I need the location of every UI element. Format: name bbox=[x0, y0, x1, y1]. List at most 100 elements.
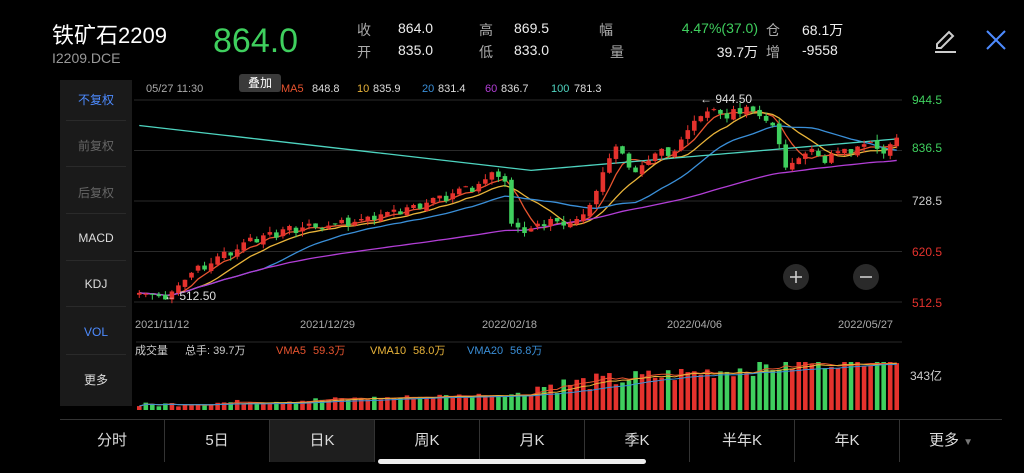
volume-bar bbox=[705, 369, 710, 410]
volume-bar bbox=[855, 362, 860, 410]
volume-bar bbox=[496, 395, 501, 410]
candle-body bbox=[496, 171, 501, 177]
tab-daily[interactable]: 日K bbox=[270, 420, 375, 462]
vma20-line bbox=[139, 364, 897, 407]
menu-vol[interactable]: VOL bbox=[83, 325, 108, 339]
menu-no-adjust[interactable]: 不复权 bbox=[77, 93, 114, 107]
candle-body bbox=[639, 165, 645, 175]
candle-body bbox=[476, 183, 482, 192]
candle-body bbox=[711, 109, 717, 111]
volume-bar bbox=[868, 365, 873, 410]
candle-body bbox=[261, 235, 266, 245]
stat-label-low: 低 bbox=[479, 44, 493, 60]
candle-body bbox=[378, 214, 384, 222]
candle-body bbox=[391, 209, 397, 212]
candle-body bbox=[502, 176, 508, 182]
volume-bar bbox=[326, 399, 331, 410]
candle-body bbox=[430, 197, 436, 204]
volume-bar bbox=[456, 394, 462, 410]
candle-body bbox=[515, 222, 521, 228]
volume-bar bbox=[613, 384, 619, 410]
volume-bar bbox=[156, 406, 162, 410]
candle-body bbox=[437, 195, 442, 199]
stat-value-change: 4.47%(37.0) bbox=[681, 20, 758, 36]
volume-bar bbox=[887, 362, 893, 410]
volume-bar bbox=[685, 372, 691, 410]
menu-forward-adjust[interactable]: 前复权 bbox=[77, 139, 114, 153]
volume-bar bbox=[274, 401, 279, 410]
volume-bar bbox=[698, 374, 704, 410]
tab-more[interactable]: 更多 ▼ bbox=[900, 420, 1002, 462]
candle-body bbox=[267, 232, 273, 235]
tab-monthly[interactable]: 月K bbox=[480, 420, 585, 462]
volume-total: 总手: 39.7万 bbox=[185, 343, 246, 357]
volume-bar bbox=[261, 403, 266, 410]
candle-body bbox=[822, 155, 828, 163]
candle-body bbox=[404, 207, 410, 216]
vma20-value: 56.8万 bbox=[510, 345, 542, 357]
volume-bar bbox=[443, 395, 449, 410]
candle-body bbox=[470, 187, 475, 192]
volume-bar bbox=[646, 370, 651, 410]
tab-intraday[interactable]: 分时 bbox=[60, 420, 165, 462]
candle-body bbox=[894, 137, 900, 147]
ma10-legend-label: 10 bbox=[357, 83, 369, 95]
stat-value-oi-change: -9558 bbox=[802, 42, 838, 58]
candle-body bbox=[731, 109, 736, 120]
candle-body bbox=[358, 219, 364, 221]
zoom-out-button[interactable] bbox=[853, 264, 879, 290]
zoom-in-button[interactable] bbox=[783, 264, 809, 290]
candle-body bbox=[489, 172, 495, 180]
menu-backward-adjust[interactable]: 后复权 bbox=[77, 186, 114, 200]
overlay-button[interactable]: 叠加 bbox=[239, 74, 281, 92]
candle-body bbox=[652, 153, 658, 161]
candle-body bbox=[339, 219, 344, 224]
ma5-legend-label: MA5 bbox=[281, 83, 304, 95]
volume-bar bbox=[554, 393, 560, 410]
indicator-menu: 不复权 前复权 后复权 MACD KDJ VOL 更多 bbox=[60, 80, 132, 406]
candle-body bbox=[195, 265, 201, 271]
candle-body bbox=[789, 162, 795, 170]
tab-5day[interactable]: 5日 bbox=[165, 420, 270, 462]
volume-ma-lines bbox=[139, 362, 897, 407]
candle-body bbox=[574, 219, 580, 225]
volume-bar bbox=[881, 362, 886, 410]
volume-bar bbox=[189, 405, 194, 410]
ma5-legend-value: 848.8 bbox=[312, 83, 340, 95]
tab-weekly[interactable]: 周K bbox=[375, 420, 480, 462]
candle-body bbox=[861, 144, 867, 147]
candle-body bbox=[287, 226, 292, 231]
tab-yearly[interactable]: 年K bbox=[795, 420, 900, 462]
home-indicator bbox=[378, 459, 646, 464]
volume-bar bbox=[215, 402, 220, 410]
menu-more[interactable]: 更多 bbox=[83, 373, 108, 387]
volume-bar bbox=[574, 379, 580, 410]
candle-body bbox=[280, 229, 286, 237]
candle-body bbox=[528, 228, 534, 232]
volume-bar bbox=[313, 398, 318, 410]
tab-quarterly[interactable]: 季K bbox=[585, 420, 690, 462]
ma20-line bbox=[139, 125, 897, 297]
volume-bar bbox=[293, 402, 299, 410]
close-button[interactable] bbox=[982, 26, 1010, 54]
volume-bar bbox=[783, 362, 789, 410]
volume-bar bbox=[724, 371, 730, 410]
menu-macd[interactable]: MACD bbox=[78, 231, 114, 245]
menu-kdj[interactable]: KDJ bbox=[84, 277, 108, 291]
ma20-legend-value: 831.4 bbox=[438, 83, 466, 95]
edit-button[interactable] bbox=[930, 26, 960, 56]
candle-body bbox=[332, 223, 338, 225]
candle-body bbox=[424, 202, 429, 212]
volume-bar bbox=[169, 403, 175, 410]
volume-bar bbox=[561, 379, 566, 410]
volume-bar bbox=[620, 382, 625, 410]
candle-body bbox=[757, 109, 762, 117]
tab-half-year[interactable]: 半年K bbox=[690, 420, 795, 462]
stat-value-open: 835.0 bbox=[398, 42, 434, 58]
candle-body bbox=[868, 141, 873, 143]
candle-body bbox=[594, 190, 599, 205]
volume-bar bbox=[202, 405, 207, 410]
candle-body bbox=[247, 237, 253, 242]
candle-body bbox=[365, 216, 371, 222]
